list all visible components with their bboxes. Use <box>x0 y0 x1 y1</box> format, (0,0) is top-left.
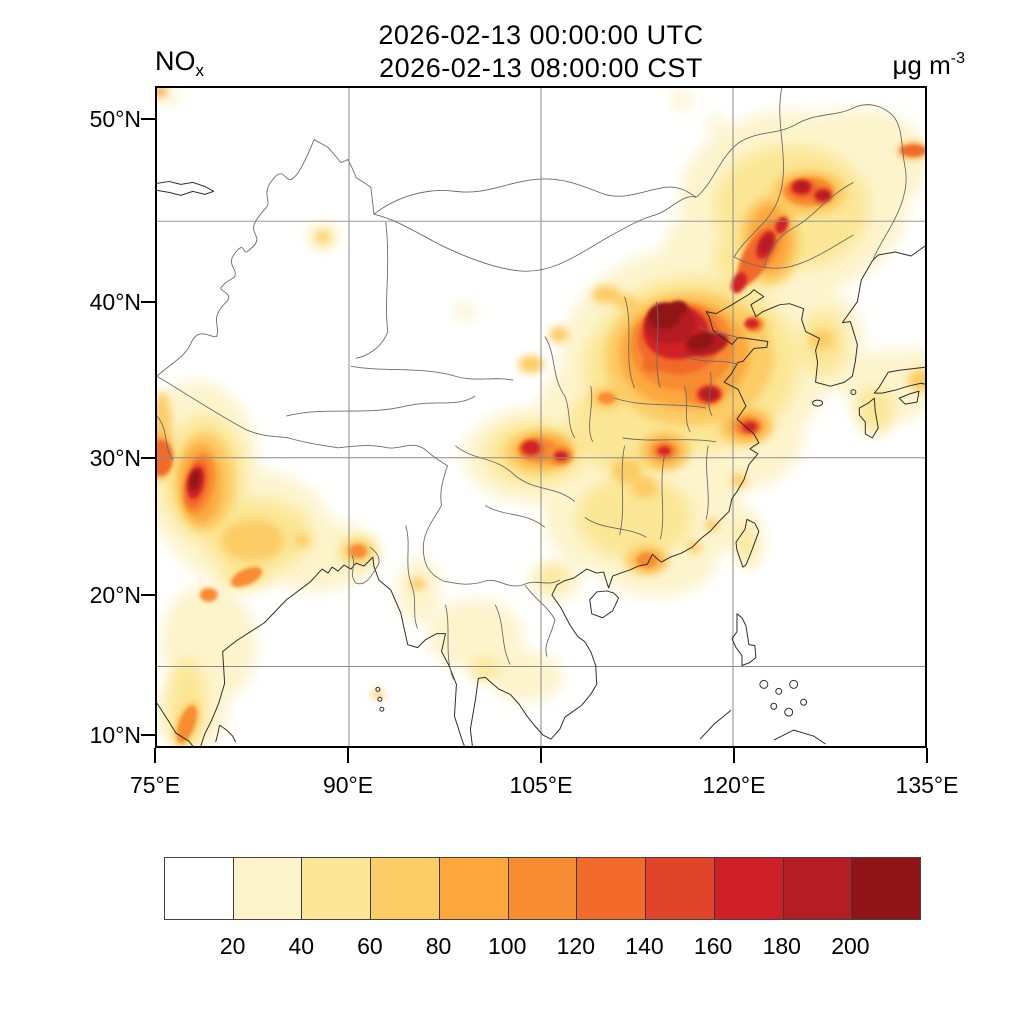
colorbar <box>164 857 921 920</box>
title-utc: 2026-02-13 00:00:00 UTC <box>378 20 704 50</box>
species-subscript: x <box>195 61 205 80</box>
colorbar-cell-2 <box>301 858 371 919</box>
lon-axis-label: 90°E <box>322 772 374 798</box>
map-plot-area <box>155 86 927 748</box>
colorbar-cell-1 <box>232 858 302 919</box>
colorbar-tick-label: 200 <box>831 933 870 959</box>
lat-axis-label: 20°N <box>89 582 141 608</box>
lat-axis-label: 50°N <box>89 106 141 132</box>
colorbar-cell-3 <box>370 858 439 919</box>
map-svg <box>157 88 925 746</box>
colorbar-cell-6 <box>576 858 646 919</box>
lat-axis-tick <box>141 734 155 736</box>
coastlines <box>157 180 925 746</box>
lat-axis-label: 30°N <box>89 445 141 471</box>
lat-axis-label: 10°N <box>89 722 141 748</box>
colorbar-tick-label: 100 <box>488 933 527 959</box>
lon-axis-tick <box>347 748 349 763</box>
colorbar-tick-label: 20 <box>219 933 246 959</box>
colorbar-cell-8 <box>713 858 783 919</box>
lon-axis-label: 105°E <box>509 772 573 798</box>
colorbar-tick-label: 60 <box>357 933 383 959</box>
lat-axis-tick <box>141 118 155 120</box>
colorbar-cell-9 <box>782 858 852 919</box>
colorbar-tick-label: 80 <box>425 933 452 959</box>
lat-axis-tick <box>141 457 155 459</box>
title-cst: 2026-02-13 08:00:00 CST <box>379 53 703 83</box>
colorbar-cell-10 <box>851 858 921 919</box>
colorbar-cell-5 <box>507 858 577 919</box>
colorbar-tick-label: 160 <box>693 933 733 959</box>
lon-axis-label: 135°E <box>895 772 959 798</box>
colorbar-tick-label: 40 <box>288 933 315 959</box>
colorbar-tick-label: 120 <box>556 933 596 959</box>
units-label: μg m-3 <box>892 50 965 80</box>
lon-axis-tick <box>154 748 156 763</box>
colorbar-cell-4 <box>438 858 508 919</box>
species-label: NOx <box>155 46 205 80</box>
graticule-gridlines <box>157 88 925 746</box>
lat-axis-label: 40°N <box>89 289 141 315</box>
lat-axis-tick <box>141 301 155 303</box>
field-layer <box>190 300 714 489</box>
colorbar-cell-7 <box>645 858 714 919</box>
colorbar-tick-label: 180 <box>762 933 801 959</box>
colorbar-cell-0 <box>165 858 233 919</box>
lon-axis-label: 75°E <box>129 772 181 798</box>
colorbar-tick-label: 140 <box>625 933 664 959</box>
lon-axis-label: 120°E <box>702 772 766 798</box>
lon-axis-tick <box>926 748 928 763</box>
lat-axis-tick <box>141 594 155 596</box>
lon-axis-tick <box>733 748 735 763</box>
political-boundaries <box>157 88 907 680</box>
lon-axis-tick <box>540 748 542 763</box>
units-exponent: -3 <box>950 50 965 67</box>
